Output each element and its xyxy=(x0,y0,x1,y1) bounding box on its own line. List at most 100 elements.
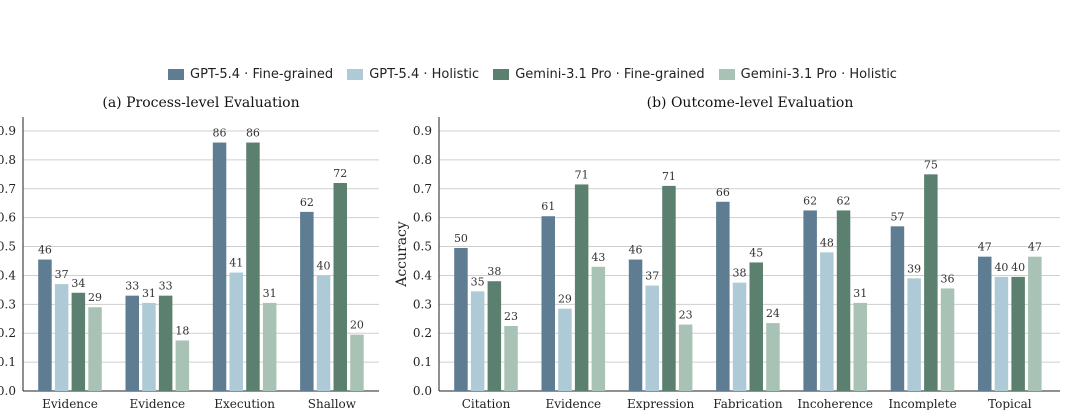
bar xyxy=(333,183,347,391)
bar xyxy=(574,184,589,391)
legend-item: GPT-5.4 · Holistic xyxy=(347,67,479,82)
y-tick-label: 0.6 xyxy=(0,211,16,225)
bar xyxy=(88,307,102,391)
bar xyxy=(1011,276,1025,391)
bar xyxy=(487,281,502,391)
bar xyxy=(591,266,606,391)
bar xyxy=(71,292,86,391)
data-label: 39 xyxy=(907,262,921,275)
y-tick-label: 0.0 xyxy=(413,384,432,398)
data-label: 31 xyxy=(263,287,277,300)
bar xyxy=(504,326,518,391)
bar xyxy=(836,210,851,391)
y-tick-label: 0.5 xyxy=(0,240,16,254)
data-label: 31 xyxy=(142,287,156,300)
data-label: 50 xyxy=(454,232,468,245)
data-label: 86 xyxy=(246,127,260,140)
bar xyxy=(125,295,139,391)
bar xyxy=(766,323,780,391)
bar xyxy=(300,211,314,391)
data-label: 71 xyxy=(575,168,589,181)
bar xyxy=(732,282,747,391)
data-label: 37 xyxy=(645,270,659,283)
x-tick-label: Evidence xyxy=(42,397,98,410)
y-tick-label: 0.3 xyxy=(0,297,16,311)
data-label: 43 xyxy=(591,251,605,264)
x-tick-label: Incomplete xyxy=(888,397,956,410)
bar xyxy=(212,142,227,391)
x-tick-label: Fabrication xyxy=(713,397,783,410)
x-tick-label: Incoherence xyxy=(797,397,873,410)
bar xyxy=(645,285,659,391)
bar xyxy=(924,174,938,391)
legend-swatch xyxy=(718,68,735,80)
data-label: 46 xyxy=(38,244,52,257)
y-tick-label: 0.4 xyxy=(413,268,432,282)
legend-label: GPT-5.4 · Fine-grained xyxy=(190,66,334,82)
y-tick-label: 0.3 xyxy=(413,297,432,311)
x-tick-label: Topical xyxy=(988,397,1032,410)
bar xyxy=(662,185,676,391)
data-label: 62 xyxy=(837,194,851,207)
y-tick-label: 0.1 xyxy=(0,355,16,369)
data-label: 61 xyxy=(541,200,555,213)
bar xyxy=(749,262,763,391)
data-label: 29 xyxy=(558,293,572,306)
data-label: 62 xyxy=(300,196,314,209)
data-label: 47 xyxy=(978,241,992,254)
bar xyxy=(38,259,52,391)
data-label: 48 xyxy=(820,236,834,249)
x-tick-label: Execution xyxy=(214,397,275,410)
bar xyxy=(978,256,992,391)
bar xyxy=(142,302,156,391)
bar xyxy=(716,201,730,391)
data-label: 57 xyxy=(890,210,904,223)
data-label: 33 xyxy=(159,280,173,293)
bar xyxy=(262,302,277,391)
data-label: 72 xyxy=(333,167,347,180)
chart-legend: GPT-5.4 · Fine-grained GPT-5.4 · Holistic… xyxy=(0,64,1065,84)
bar xyxy=(678,324,693,391)
bar xyxy=(229,272,243,391)
data-label: 62 xyxy=(803,194,817,207)
y-tick-label: 0.2 xyxy=(413,326,432,340)
y-tick-label: 0.8 xyxy=(413,153,432,167)
bar xyxy=(940,288,955,391)
bar xyxy=(803,210,817,391)
legend-swatch xyxy=(493,68,510,80)
data-label: 46 xyxy=(629,244,643,257)
y-tick-label: 0.9 xyxy=(413,124,432,138)
data-label: 47 xyxy=(1028,241,1042,254)
chart-title: (a) Process-level Evaluation xyxy=(102,95,299,111)
data-label: 34 xyxy=(71,277,85,290)
legend-item: Gemini-3.1 Pro · Fine-grained xyxy=(493,67,705,82)
bar xyxy=(316,275,331,391)
legend-swatch xyxy=(347,68,364,80)
chart-title: (b) Outcome-level Evaluation xyxy=(647,95,854,111)
data-label: 66 xyxy=(716,186,730,199)
legend-label: GPT-5.4 · Holistic xyxy=(369,66,480,82)
data-label: 23 xyxy=(679,309,693,322)
data-label: 38 xyxy=(733,267,747,280)
bar xyxy=(541,216,555,391)
data-label: 71 xyxy=(662,170,676,183)
data-label: 23 xyxy=(504,310,518,323)
y-tick-label: 0.7 xyxy=(0,182,16,196)
data-label: 75 xyxy=(924,158,938,171)
data-label: 38 xyxy=(487,265,501,278)
bar xyxy=(890,226,905,391)
data-label: 24 xyxy=(766,307,780,320)
data-label: 35 xyxy=(471,275,485,288)
bar xyxy=(820,252,834,391)
data-label: 37 xyxy=(55,268,69,281)
bar xyxy=(350,334,364,391)
x-tick-label: Evidence xyxy=(129,397,185,410)
bar xyxy=(454,248,468,391)
bar xyxy=(470,291,485,391)
x-tick-label: Expression xyxy=(627,397,694,410)
data-label: 29 xyxy=(88,291,102,304)
bar xyxy=(246,142,260,391)
y-tick-label: 0.9 xyxy=(0,124,16,138)
legend-label: Gemini-3.1 Pro · Holistic xyxy=(740,66,897,82)
